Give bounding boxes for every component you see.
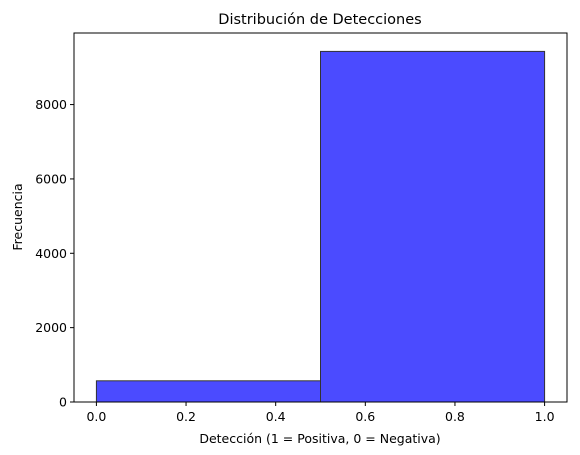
x-tick-label: 0.6 bbox=[355, 409, 375, 424]
x-axis-label: Detección (1 = Positiva, 0 = Negativa) bbox=[199, 431, 440, 446]
y-tick-label: 4000 bbox=[35, 246, 67, 261]
histogram-bar-1 bbox=[320, 50, 546, 403]
y-tick-label: 0 bbox=[59, 395, 67, 410]
x-tick-label: 1.0 bbox=[535, 409, 555, 424]
y-tick-label: 2000 bbox=[35, 320, 67, 335]
x-axis-ticks: 0.0 0.2 0.4 0.6 0.8 1.0 bbox=[86, 402, 555, 424]
chart-title: Distribución de Detecciones bbox=[218, 12, 421, 28]
bars-group bbox=[95, 50, 546, 403]
y-axis-ticks: 0 2000 4000 6000 8000 bbox=[35, 97, 74, 410]
x-tick-label: 0.4 bbox=[266, 409, 286, 424]
histogram-bar-0 bbox=[95, 380, 321, 403]
x-tick-label: 0.0 bbox=[86, 409, 106, 424]
x-tick-label: 0.2 bbox=[176, 409, 196, 424]
x-tick-label: 0.8 bbox=[445, 409, 465, 424]
y-tick-label: 6000 bbox=[35, 171, 67, 186]
y-axis-label: Frecuencia bbox=[10, 183, 25, 250]
y-tick-label: 8000 bbox=[35, 97, 67, 112]
plot-frame bbox=[73, 32, 568, 403]
